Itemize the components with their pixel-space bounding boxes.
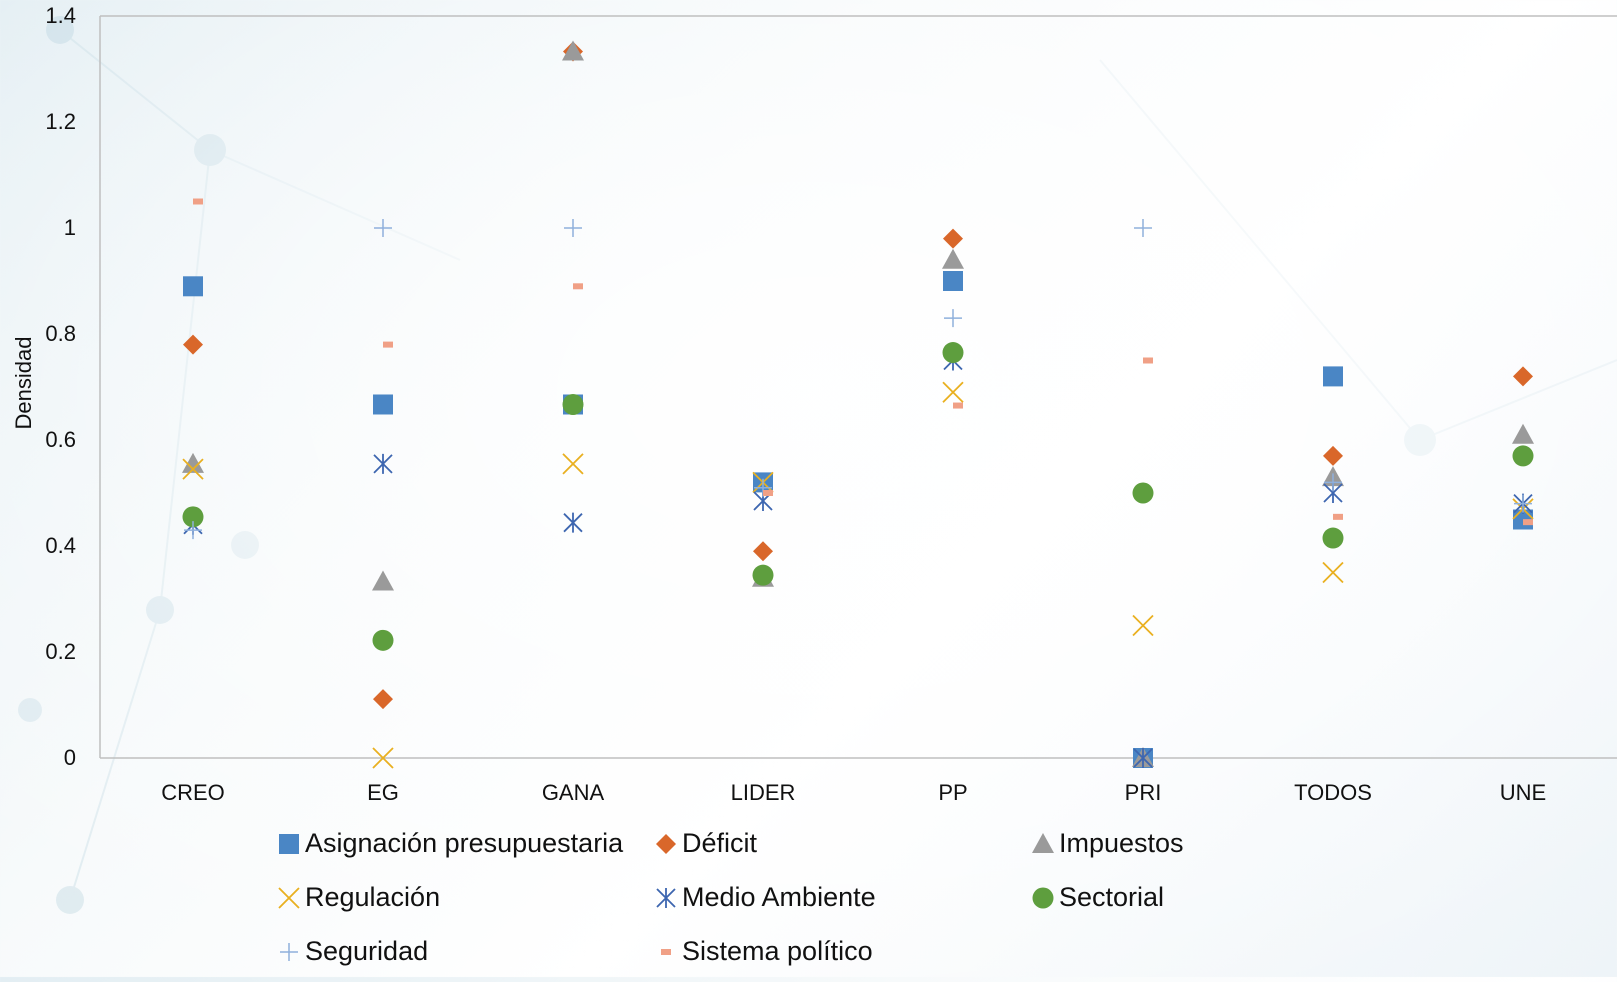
data-point-sectorial <box>942 342 964 364</box>
x-tick-label: EG <box>367 780 399 805</box>
data-point-deficit <box>753 541 773 562</box>
y-tick-label: 0.8 <box>45 321 76 346</box>
legend-label: Asignación presupuestaria <box>305 828 624 858</box>
data-point-regulacion <box>1322 561 1344 584</box>
data-point-sectorial <box>562 393 584 415</box>
legend-marker-sectorial <box>1032 887 1054 909</box>
data-point-asignacion-presupuestaria <box>373 394 393 415</box>
legend-item-sectorial: Sectorial <box>1032 882 1164 912</box>
legend-label: Déficit <box>682 828 758 858</box>
data-point-regulacion <box>182 458 204 480</box>
axes: 0 0.2 0.4 0.6 0.8 1 1.2 1.4 CREO EG GANA LIDER PP PRI… <box>11 3 1617 805</box>
y-tick-label: 1.4 <box>45 3 76 28</box>
data-marks <box>182 40 1534 769</box>
legend-label: Sistema político <box>682 936 873 966</box>
legend-item-medio-ambiente: Medio Ambiente <box>656 882 876 912</box>
x-tick-label: PP <box>938 780 967 805</box>
data-point-sectorial <box>1132 482 1154 504</box>
data-point-seguridad <box>1514 494 1532 513</box>
data-point-sectorial <box>1322 527 1344 549</box>
legend-label: Seguridad <box>305 936 428 966</box>
legend-marker-regulacion <box>278 887 300 909</box>
data-point-regulacion <box>372 747 394 769</box>
y-tick-label: 0.4 <box>45 533 76 558</box>
data-point-deficit <box>943 228 963 249</box>
data-point-seguridad <box>944 309 962 328</box>
data-point-sistema-politico <box>383 341 393 348</box>
legend-item-seguridad: Seguridad <box>280 936 428 966</box>
legend: Asignación presupuestaria Déficit Impuesto… <box>278 828 1184 966</box>
data-point-sectorial <box>752 564 774 586</box>
legend-item-impuestos: Impuestos <box>1032 828 1184 858</box>
y-axis-title: Densidad <box>11 337 36 430</box>
x-tick-label: PRI <box>1125 780 1162 805</box>
series-sistema-politico <box>193 198 1533 526</box>
data-point-impuestos <box>182 452 204 473</box>
legend-marker-impuestos <box>1032 833 1054 853</box>
data-point-medio-ambiente <box>1133 748 1153 768</box>
legend-marker-sistema-politico <box>661 949 671 955</box>
y-tick-label: 1 <box>64 215 76 240</box>
data-point-medio-ambiente <box>373 453 393 474</box>
data-point-sistema-politico <box>1523 519 1533 526</box>
legend-item-deficit: Déficit <box>656 828 758 858</box>
y-tick-label: 0.6 <box>45 427 76 452</box>
data-point-seguridad <box>374 219 392 237</box>
data-point-deficit <box>183 334 203 355</box>
legend-marker-deficit <box>656 834 676 854</box>
legend-label: Regulación <box>305 882 440 912</box>
data-point-deficit <box>1513 366 1533 387</box>
data-point-sectorial <box>372 629 394 651</box>
data-point-impuestos <box>942 248 964 269</box>
data-point-deficit <box>1323 445 1343 466</box>
x-tick-label: GANA <box>542 780 605 805</box>
legend-label: Medio Ambiente <box>682 882 876 912</box>
y-tick-label: 0 <box>64 745 76 770</box>
data-point-sistema-politico <box>953 402 963 409</box>
data-point-seguridad <box>1324 473 1342 492</box>
series-sectorial <box>182 342 1534 651</box>
data-point-asignacion-presupuestaria <box>1323 366 1343 387</box>
data-point-asignacion-presupuestaria <box>183 276 203 297</box>
y-tick-label: 0.2 <box>45 639 76 664</box>
legend-item-sistema-politico: Sistema político <box>661 936 873 966</box>
data-point-asignacion-presupuestaria <box>943 271 963 291</box>
series-deficit <box>183 41 1533 710</box>
data-point-seguridad <box>184 521 202 540</box>
data-point-impuestos <box>562 40 584 61</box>
data-point-impuestos <box>372 570 394 591</box>
data-point-medio-ambiente <box>563 512 583 533</box>
data-point-impuestos <box>1512 423 1534 444</box>
data-point-sistema-politico <box>1143 357 1153 364</box>
data-point-sectorial <box>182 506 204 528</box>
data-point-seguridad <box>1134 219 1152 237</box>
x-tick-label: TODOS <box>1294 780 1372 805</box>
x-tick-label: LIDER <box>731 780 796 805</box>
legend-marker-medio-ambiente <box>656 888 676 908</box>
legend-marker-seguridad <box>280 943 298 961</box>
data-point-regulacion <box>1132 614 1154 637</box>
legend-label: Impuestos <box>1059 828 1184 858</box>
legend-item-regulacion: Regulación <box>278 882 440 912</box>
data-point-deficit <box>373 689 393 710</box>
data-point-sistema-politico <box>573 283 583 290</box>
legend-label: Sectorial <box>1059 882 1164 912</box>
data-point-sistema-politico <box>193 198 203 205</box>
x-tick-label: CREO <box>161 780 225 805</box>
y-tick-label: 1.2 <box>45 109 76 134</box>
legend-item-asignacion-presupuestaria: Asignación presupuestaria <box>279 828 624 858</box>
data-point-sistema-politico <box>1333 513 1343 520</box>
data-point-seguridad <box>564 219 582 237</box>
data-point-sectorial <box>1512 445 1534 467</box>
data-point-regulacion <box>562 453 584 475</box>
x-tick-label: UNE <box>1500 780 1546 805</box>
data-point-sistema-politico <box>763 490 773 496</box>
data-point-regulacion <box>942 381 964 403</box>
legend-marker-asignacion-presupuestaria <box>279 834 299 854</box>
